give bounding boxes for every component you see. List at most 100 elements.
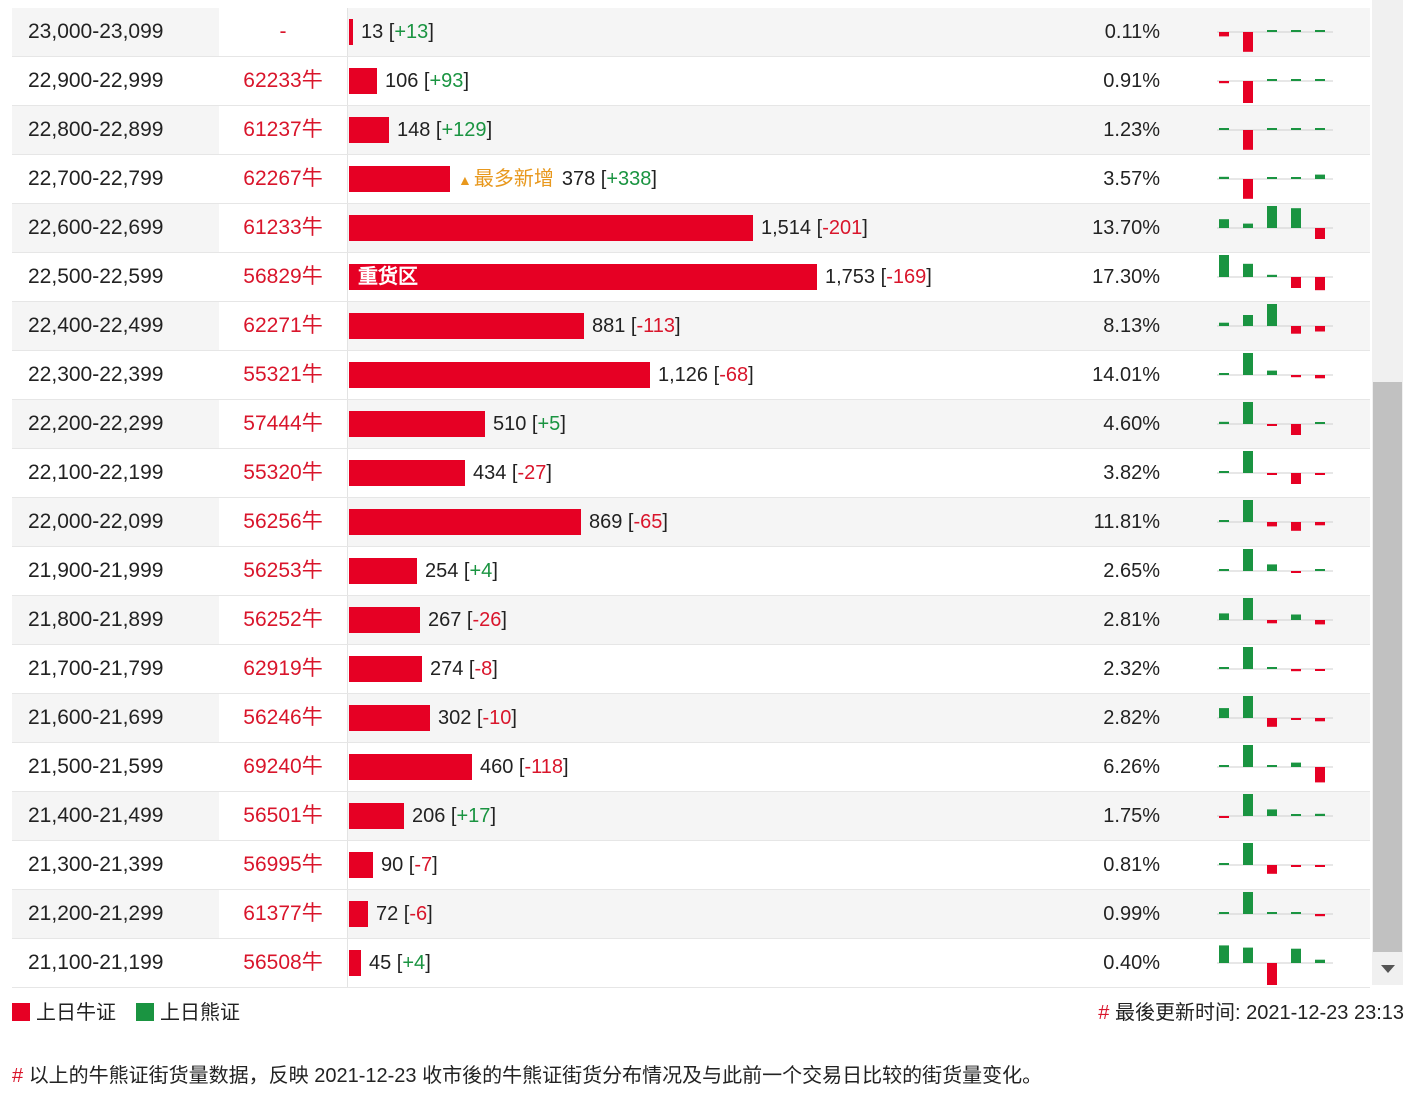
- cbbc-code-link[interactable]: 62919牛: [243, 657, 323, 680]
- scrollbar-thumb[interactable]: [1373, 382, 1402, 952]
- cbbc-code-link[interactable]: 61377牛: [243, 902, 323, 925]
- volume-count: 434: [473, 462, 507, 484]
- table-row: 22,200-22,299 57444牛 510 [+5] 4.60%: [12, 400, 1370, 449]
- sparkline-bar: [1291, 865, 1301, 867]
- daily-change-sparkline: [1217, 843, 1333, 874]
- cbbc-code-link[interactable]: 61233牛: [243, 216, 323, 239]
- daily-change-sparkline: [1217, 647, 1333, 672]
- scroll-down-arrow-icon[interactable]: [1372, 954, 1403, 984]
- price-range: 22,900-22,999: [28, 69, 164, 92]
- cbbc-code-link[interactable]: 61237牛: [243, 118, 323, 141]
- cbbc-code-link[interactable]: -: [279, 20, 287, 43]
- cbbc-code-link[interactable]: 56508牛: [243, 951, 323, 974]
- sparkline-bar: [1267, 30, 1277, 32]
- code-cell-bg: [219, 645, 347, 693]
- sparkline-bar: [1267, 522, 1277, 527]
- sparkline-bar: [1219, 912, 1229, 914]
- sparkline-bar: [1267, 809, 1277, 816]
- percent-share: 2.65%: [1103, 560, 1160, 582]
- sparkline-bar: [1243, 315, 1253, 326]
- volume-change: +17: [456, 805, 491, 827]
- cbbc-code-link[interactable]: 56995牛: [243, 853, 323, 876]
- sparkline-bar: [1267, 128, 1277, 130]
- sparkline-bar: [1315, 959, 1325, 963]
- sparkline-bar: [1291, 614, 1301, 620]
- hash-mark: #: [12, 1065, 24, 1087]
- volume-bar: [349, 901, 368, 927]
- cbbc-code-link[interactable]: 62267牛: [243, 167, 323, 190]
- table-row: 21,200-21,299 61377牛 72 [-6] 0.99%: [12, 890, 1370, 939]
- cbbc-code-link[interactable]: 62233牛: [243, 69, 323, 92]
- cbbc-code-link[interactable]: 62271牛: [243, 314, 323, 337]
- sparkline-bar: [1291, 948, 1301, 963]
- percent-share: 6.26%: [1103, 756, 1160, 778]
- bar-axis-line: [347, 351, 348, 399]
- cbbc-code-link[interactable]: 56501牛: [243, 804, 323, 827]
- price-range: 21,600-21,699: [28, 706, 164, 729]
- cbbc-code-link[interactable]: 56253牛: [243, 559, 323, 582]
- volume-value: ▲ 最多新增 378 [+338]: [458, 168, 657, 190]
- sparkline-bar: [1243, 647, 1253, 669]
- sparkline-bar: [1243, 130, 1253, 150]
- daily-change-sparkline: [1217, 696, 1333, 727]
- sparkline-bar: [1219, 255, 1229, 277]
- price-range: 21,900-21,999: [28, 559, 164, 582]
- cbbc-code-link[interactable]: 56829牛: [243, 265, 323, 288]
- table-row: 23,000-23,099 - 13 [+13] 0.11%: [12, 8, 1370, 57]
- sparkline-bar: [1267, 424, 1277, 426]
- percent-share: 2.32%: [1103, 658, 1160, 680]
- volume-value: 45 [+4]: [369, 952, 431, 974]
- sparkline-bar: [1291, 473, 1301, 484]
- volume-count: 881: [592, 315, 626, 337]
- hash-mark: #: [1098, 1002, 1110, 1024]
- sparkline-bar: [1219, 569, 1229, 571]
- sparkline-bar: [1219, 219, 1229, 228]
- percent-share: 2.82%: [1103, 707, 1160, 729]
- cbbc-code-link[interactable]: 69240牛: [243, 755, 323, 778]
- price-range: 21,700-21,799: [28, 657, 164, 680]
- cbbc-code-link[interactable]: 55321牛: [243, 363, 323, 386]
- volume-value: 13 [+13]: [361, 21, 434, 43]
- volume-count: 1,753: [825, 266, 876, 288]
- sparkline-bar: [1315, 522, 1325, 526]
- cbbc-code-link[interactable]: 55320牛: [243, 461, 323, 484]
- bar-axis-line: [347, 841, 348, 889]
- volume-value: 267 [-26]: [428, 609, 507, 631]
- sparkline-bar: [1291, 669, 1301, 672]
- volume-change: -113: [636, 315, 676, 337]
- sparkline-bar: [1243, 32, 1253, 52]
- sparkline-bar: [1243, 81, 1253, 103]
- volume-bar: [349, 313, 584, 339]
- code-cell-bg: [219, 694, 347, 742]
- table-row: 21,700-21,799 62919牛 274 [-8] 2.32%: [12, 645, 1370, 694]
- cbbc-code-link[interactable]: 56246牛: [243, 706, 323, 729]
- cbbc-code-link[interactable]: 56252牛: [243, 608, 323, 631]
- sparkline-bar: [1291, 814, 1301, 816]
- price-range: 22,800-22,899: [28, 118, 164, 141]
- sparkline-bar: [1219, 667, 1229, 669]
- cbbc-code-link[interactable]: 56256牛: [243, 510, 323, 533]
- price-range: 22,600-22,699: [28, 216, 164, 239]
- daily-change-sparkline: [1217, 451, 1333, 484]
- price-range: 22,000-22,099: [28, 510, 164, 533]
- sparkline-bar: [1315, 718, 1325, 722]
- daily-change-sparkline: [1217, 174, 1333, 199]
- volume-change: -201: [822, 217, 863, 239]
- volume-change: +93: [429, 70, 464, 92]
- sparkline-bar: [1243, 794, 1253, 816]
- cbbc-code-link[interactable]: 57444牛: [243, 412, 323, 435]
- sparkline-bar: [1267, 865, 1277, 874]
- code-cell-bg: [219, 204, 347, 252]
- volume-change: -68: [719, 364, 749, 386]
- bar-axis-line: [347, 449, 348, 497]
- table-row: 21,100-21,199 56508牛 45 [+4] 0.40%: [12, 939, 1370, 988]
- volume-bar: [349, 166, 450, 192]
- volume-bar: [349, 215, 753, 241]
- vertical-scrollbar[interactable]: [1372, 0, 1403, 985]
- price-range: 21,400-21,499: [28, 804, 164, 827]
- sparkline-bar: [1267, 620, 1277, 624]
- sparkline-bar: [1219, 816, 1229, 818]
- sparkline-bar: [1219, 708, 1229, 718]
- percent-share: 0.40%: [1103, 952, 1160, 974]
- table-row: 21,300-21,399 56995牛 90 [-7] 0.81%: [12, 841, 1370, 890]
